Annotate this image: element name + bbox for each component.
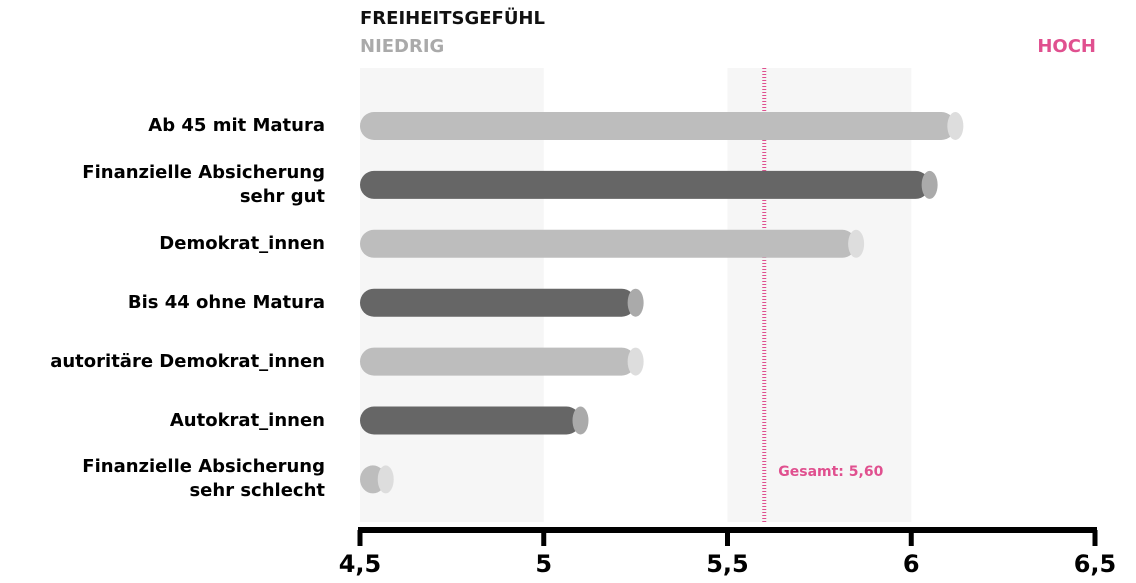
bar xyxy=(360,347,636,376)
x-tick-label: 6 xyxy=(903,550,920,578)
high-label: HOCH xyxy=(1037,36,1096,57)
bar xyxy=(360,406,581,435)
x-tick-label: 5 xyxy=(535,550,552,578)
bar-cap xyxy=(627,288,644,317)
low-label: NIEDRIG xyxy=(360,36,445,57)
bar-cap xyxy=(848,229,865,258)
band xyxy=(727,68,912,522)
bar-cap xyxy=(377,465,394,494)
x-tick-label: 6,5 xyxy=(1074,550,1117,578)
category-label: Bis 44 ohne Matura xyxy=(127,291,325,313)
bar-cap xyxy=(947,112,964,140)
category-label: Demokrat_innen xyxy=(159,232,325,254)
bar-cap xyxy=(627,347,644,376)
category-label: Finanzielle Absicherung sehr schlecht xyxy=(82,456,325,502)
bar-cap xyxy=(572,406,589,435)
category-label: autoritäre Demokrat_innen xyxy=(50,350,325,372)
bar xyxy=(360,229,857,258)
bar xyxy=(360,170,930,199)
category-label: Ab 45 mit Matura xyxy=(148,115,325,136)
bar-cap xyxy=(921,170,938,199)
category-label: Finanzielle Absicherung sehr gut xyxy=(82,161,325,207)
reference-label: Gesamt: 5,60 xyxy=(778,464,883,480)
chart-title: FREIHEITSGEFÜHL xyxy=(360,8,545,29)
bar xyxy=(360,288,636,317)
bar xyxy=(360,112,956,140)
x-tick-label: 5,5 xyxy=(706,550,749,578)
category-label: Autokrat_innen xyxy=(169,409,325,431)
x-tick-label: 4,5 xyxy=(339,550,382,578)
